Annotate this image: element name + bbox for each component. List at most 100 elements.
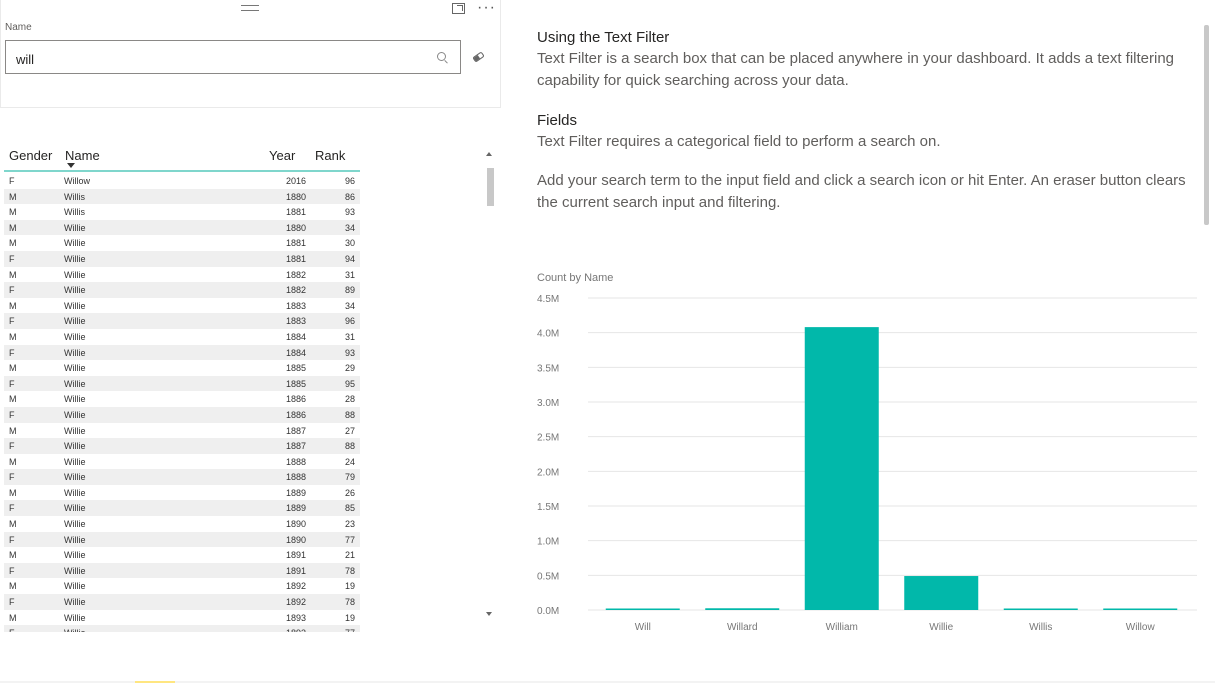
cell-gender: F bbox=[9, 441, 15, 452]
column-header-rank[interactable]: Rank bbox=[315, 148, 346, 163]
table-row[interactable]: M Willie 1888 24 bbox=[4, 454, 360, 470]
column-header-name[interactable]: Name bbox=[65, 148, 100, 163]
cell-gender: M bbox=[9, 550, 17, 561]
cell-gender: M bbox=[9, 207, 17, 218]
cell-name: Willie bbox=[64, 238, 86, 249]
cell-name: Willie bbox=[64, 425, 86, 436]
cell-name: Willie bbox=[64, 550, 86, 561]
cell-gender: M bbox=[9, 269, 17, 280]
cell-name: Willie bbox=[64, 441, 86, 452]
cell-year: 1892 bbox=[285, 581, 306, 592]
cell-rank: 77 bbox=[345, 628, 355, 632]
table-row[interactable]: F Willie 1883 96 bbox=[4, 313, 360, 329]
table-row[interactable]: F Willie 1892 78 bbox=[4, 594, 360, 610]
table-row[interactable]: M Willie 1891 21 bbox=[4, 547, 360, 563]
cell-year: 1881 bbox=[285, 207, 306, 218]
table-row[interactable]: F Willie 1884 93 bbox=[4, 344, 360, 361]
table-row[interactable]: M Willie 1884 31 bbox=[4, 329, 360, 345]
cell-gender: F bbox=[9, 347, 15, 358]
scroll-down-icon[interactable] bbox=[486, 612, 492, 616]
table-row[interactable]: F Willie 1887 88 bbox=[4, 438, 360, 454]
cell-name: Willie bbox=[64, 316, 86, 327]
search-icon[interactable] bbox=[437, 52, 446, 61]
table-row[interactable]: M Willis 1881 93 bbox=[4, 204, 360, 220]
cell-rank: 93 bbox=[344, 207, 355, 218]
table-row[interactable]: M Willis 1880 86 bbox=[4, 188, 360, 205]
table-row[interactable]: F Willie 1882 89 bbox=[4, 282, 360, 298]
bar-willis[interactable] bbox=[1003, 608, 1078, 611]
focus-mode-icon[interactable] bbox=[452, 3, 465, 14]
heading-using-text-filter: Using the Text Filter bbox=[537, 29, 670, 46]
cell-gender: M bbox=[9, 191, 17, 202]
page-footer-divider bbox=[0, 681, 1215, 683]
table-row[interactable]: F Willie 1885 95 bbox=[4, 375, 360, 392]
cell-year: 1882 bbox=[285, 285, 306, 296]
scrollbar-thumb[interactable] bbox=[487, 168, 494, 206]
cell-year: 1889 bbox=[285, 487, 306, 498]
table-row[interactable]: M Willie 1885 29 bbox=[4, 360, 360, 376]
table-scrollbar[interactable] bbox=[484, 146, 496, 624]
table-row[interactable]: F Willie 1890 77 bbox=[4, 531, 360, 548]
table-row[interactable]: F Willie 1881 94 bbox=[4, 250, 360, 267]
search-input-value[interactable]: will bbox=[16, 52, 35, 67]
bar-willard[interactable] bbox=[705, 608, 780, 610]
table-row[interactable]: M Willie 1889 26 bbox=[4, 485, 360, 501]
table-row[interactable]: F Willie 1886 88 bbox=[4, 406, 360, 423]
cell-year: 1880 bbox=[285, 222, 306, 233]
cell-name: Willie bbox=[64, 472, 86, 483]
cell-name: Willow bbox=[64, 176, 90, 186]
cell-year: 1890 bbox=[285, 519, 306, 530]
cell-year: 1881 bbox=[285, 238, 306, 249]
bar-will[interactable] bbox=[605, 608, 680, 611]
cell-gender: M bbox=[9, 581, 17, 592]
bar-william[interactable] bbox=[804, 327, 879, 610]
y-tick-label: 0.0M bbox=[537, 606, 559, 617]
table-row[interactable]: M Willie 1893 19 bbox=[4, 610, 360, 626]
table-row[interactable]: M Willie 1892 19 bbox=[4, 578, 360, 594]
bar-willie[interactable] bbox=[904, 576, 979, 610]
column-header-year[interactable]: Year bbox=[269, 148, 296, 163]
table-row[interactable]: M Willie 1887 27 bbox=[4, 423, 360, 439]
cell-year: 1887 bbox=[285, 441, 306, 452]
cell-gender: M bbox=[9, 222, 17, 233]
eraser-icon[interactable] bbox=[472, 51, 485, 63]
sort-descending-icon bbox=[67, 163, 75, 168]
cell-rank: 95 bbox=[344, 378, 355, 389]
paragraph-usage: Add your search term to the input field … bbox=[537, 172, 1186, 211]
cell-name: Willie bbox=[64, 222, 86, 233]
table-row[interactable]: M Willie 1883 34 bbox=[4, 298, 360, 314]
bar-willow[interactable] bbox=[1103, 608, 1178, 611]
search-input[interactable]: will bbox=[5, 40, 461, 74]
page-scrollbar-thumb[interactable] bbox=[1204, 25, 1209, 225]
cell-year: 1890 bbox=[285, 534, 306, 545]
cell-year: 1891 bbox=[285, 565, 306, 576]
cell-rank: 93 bbox=[344, 347, 355, 358]
scroll-up-icon[interactable] bbox=[486, 152, 492, 156]
chart-title: Count by Name bbox=[537, 272, 614, 284]
cell-year: 1887 bbox=[285, 425, 306, 436]
table-row[interactable]: F Willie 1891 78 bbox=[4, 562, 360, 579]
table-row[interactable]: M Willie 1881 30 bbox=[4, 235, 360, 251]
grip-icon[interactable] bbox=[241, 5, 259, 11]
table-row[interactable]: F Willie 1893 77 bbox=[4, 625, 360, 632]
cell-gender: F bbox=[9, 409, 15, 420]
y-tick-label: 2.5M bbox=[537, 433, 559, 444]
table-row[interactable]: M Willie 1880 34 bbox=[4, 219, 360, 236]
cell-year: 1884 bbox=[285, 347, 306, 358]
cell-rank: 88 bbox=[344, 409, 355, 420]
table-row[interactable]: F Willie 1889 85 bbox=[4, 500, 360, 517]
table-row[interactable]: M Willie 1882 31 bbox=[4, 267, 360, 283]
cell-rank: 79 bbox=[344, 472, 355, 483]
cell-year: 1885 bbox=[285, 363, 306, 374]
page-tab-indicator bbox=[135, 681, 175, 683]
table-row[interactable]: M Willie 1890 23 bbox=[4, 516, 360, 532]
cell-year: 1886 bbox=[285, 394, 306, 405]
table-body: F Willow 2016 96 M Willis 1880 86 M Willis 1881 93 M… bbox=[4, 173, 360, 632]
table-row[interactable]: M Willie 1886 28 bbox=[4, 391, 360, 407]
table-row[interactable]: F Willow 2016 96 bbox=[4, 173, 360, 189]
cell-rank: 96 bbox=[344, 176, 355, 186]
more-options-icon[interactable]: ··· bbox=[477, 0, 496, 16]
table-row[interactable]: F Willie 1888 79 bbox=[4, 469, 360, 485]
cell-name: Willie bbox=[64, 285, 86, 296]
column-header-gender[interactable]: Gender bbox=[9, 148, 53, 163]
